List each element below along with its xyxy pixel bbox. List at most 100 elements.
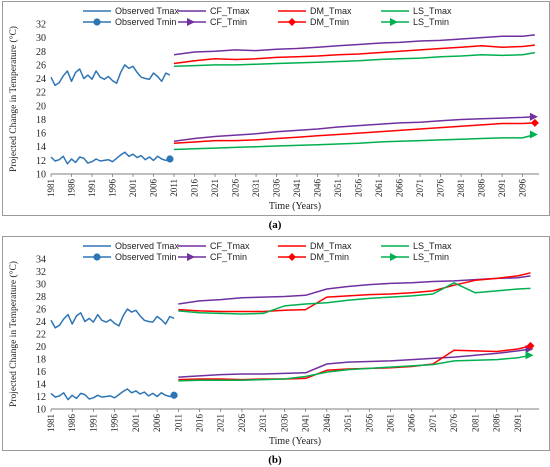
charta-ytick-label: 14 — [36, 142, 46, 153]
charta-xtick-label: 2066 — [395, 179, 405, 198]
charta-legend-label-dm-tmax: DM_Tmax — [310, 6, 352, 16]
chartb-ytick-label: 28 — [36, 292, 46, 303]
chartb-ytick-label: 34 — [36, 255, 46, 266]
chartb-legend-item-cf-tmax: CF_Tmax — [178, 241, 250, 251]
chartb-legend-marker-dm-tmin — [288, 253, 296, 261]
charta-series-observed-tmax — [50, 64, 171, 87]
charta-ytick-label: 20 — [36, 101, 46, 112]
charta-xtick-label: 2031 — [251, 179, 261, 197]
charta-xtick-label: 2061 — [374, 179, 384, 197]
charta-xtick-label: 2036 — [272, 179, 282, 198]
chartb-legend-label-observed-tmin: Observed Tmin — [115, 252, 176, 262]
charta-xtick-label: 1981 — [46, 179, 56, 197]
charta-point-observed-tmin — [166, 155, 174, 163]
charta-xtick-label: 2091 — [497, 179, 507, 197]
chartb-series-ls-tmax — [178, 282, 531, 315]
charta-ytick-label: 32 — [36, 20, 46, 31]
chartb-legend-label-ls-tmax: LS_Tmax — [413, 241, 452, 251]
chartb-point-observed-tmin — [170, 391, 178, 399]
charta-ytick-label: 24 — [36, 74, 46, 85]
charta-y-axis-title: Projected Change in Temperature (°C) — [8, 26, 19, 172]
charta-series-dm-tmin — [173, 122, 535, 145]
chartb-xtick-label: 1986 — [67, 414, 77, 433]
charta-legend-item-ls-tmax: LS_Tmax — [381, 6, 452, 16]
charta-xtick-label: 1996 — [108, 179, 118, 198]
charta-ytick-label: 22 — [36, 88, 46, 99]
chartb-xtick-label: 2091 — [513, 414, 523, 432]
charta-series-dm-tmax — [173, 44, 535, 65]
charta-legend-marker-ls-tmin — [390, 18, 398, 26]
chart-panel-b: 10 12 14 16 18 20 22 24 26 28 30 32 34 1981 1986 1991 19… — [2, 236, 550, 451]
chartb-y-axis-title: Projected Change in Temperature (°C) — [8, 261, 19, 407]
chartb-xtick-label: 2061 — [385, 414, 395, 432]
charta-point-dm-tmin — [530, 118, 539, 127]
chartb-legend-item-ls-tmax: LS_Tmax — [381, 241, 452, 251]
chartb-ytick-label: 20 — [36, 342, 46, 353]
chartb-xtick-label: 2016 — [195, 414, 205, 433]
chartb-ytick-label: 16 — [36, 367, 46, 378]
charta-legend-item-observed-tmin: Observed Tmin — [83, 17, 176, 27]
chartb-xtick-label: 2001 — [131, 414, 141, 432]
charta-series-ls-tmin — [173, 133, 536, 151]
charta-point-cf-tmin — [529, 112, 538, 121]
chartb-xtick-label: 1991 — [88, 414, 98, 432]
chartb-series-cf-tmin — [178, 348, 531, 378]
charta-xtick-label: 2026 — [231, 179, 241, 198]
chartb-ytick-label: 14 — [36, 380, 46, 391]
charta-legend-item-cf-tmin: CF_Tmin — [178, 17, 247, 27]
chartb-xtick-label: 2041 — [301, 414, 311, 432]
chartb-legend-label-ls-tmin: LS_Tmin — [413, 252, 449, 262]
chartb-point-dm-tmin — [526, 341, 535, 350]
chartb-ytick-label: 26 — [36, 305, 46, 316]
chartb-xtick-label: 2021 — [216, 414, 226, 432]
chartb-legend-item-observed-tmin: Observed Tmin — [83, 252, 176, 262]
chartb-xtick-label: 1996 — [110, 414, 120, 433]
chartb-legend-item-observed-tmax: Observed Tmax — [83, 241, 179, 251]
chartb-xtick-label: 2011 — [173, 414, 183, 432]
charta-legend-label-observed-tmax: Observed Tmax — [115, 6, 179, 16]
chartb-xtick-label: 2086 — [492, 414, 502, 433]
chartb-legend-label-cf-tmax: CF_Tmax — [210, 241, 250, 251]
charta-xtick-label: 2021 — [210, 179, 220, 197]
charta-xtick-label: 2096 — [518, 179, 528, 198]
chartb-legend-label-dm-tmin: DM_Tmin — [310, 252, 349, 262]
charta-legend-item-ls-tmin: LS_Tmin — [381, 17, 449, 27]
charta-legend-label-observed-tmin: Observed Tmin — [115, 17, 176, 27]
charta-ytick-label: 12 — [36, 156, 46, 167]
chartb-xtick-label: 2036 — [279, 414, 289, 433]
charta-xtick-label: 2046 — [313, 179, 323, 198]
panel-b-caption: (b) — [268, 454, 282, 466]
chartb-series-ls-tmin — [178, 354, 531, 382]
charta-ytick-label: 16 — [36, 129, 46, 140]
chartb-legend-item-dm-tmin: DM_Tmin — [278, 252, 349, 262]
charta-ytick-label: 28 — [36, 47, 46, 58]
charta-legend-label-ls-tmax: LS_Tmax — [413, 6, 452, 16]
charta-legend-label-cf-tmax: CF_Tmax — [210, 6, 250, 16]
chartb-point-ls-tmin — [525, 351, 534, 360]
charta-xtick-label: 2011 — [169, 179, 179, 197]
chart-panel-a: 10 12 14 16 18 20 22 24 26 28 30 32 1981 1986 1991 1996… — [2, 1, 550, 216]
chartb-legend-item-ls-tmin: LS_Tmin — [381, 252, 449, 262]
charta-series-cf-tmin — [173, 115, 535, 143]
charta-series-cf-tmax — [173, 34, 535, 56]
charta-point-ls-tmin — [529, 130, 538, 139]
charta-xtick-label: 2051 — [333, 179, 343, 197]
charta-xtick-label: 2006 — [149, 179, 159, 198]
charta-legend-marker-dm-tmin — [288, 18, 296, 26]
chartb-ytick-label: 32 — [36, 267, 46, 278]
charta-legend-item-cf-tmax: CF_Tmax — [178, 6, 250, 16]
charta-xtick-label: 2081 — [456, 179, 466, 197]
chartb-xtick-label: 2076 — [449, 414, 459, 433]
charta-xtick-label: 2041 — [292, 179, 302, 197]
chartb-series-observed-tmax — [50, 308, 175, 329]
chartb-legend-label-observed-tmax: Observed Tmax — [115, 241, 179, 251]
chartb-xtick-label: 2081 — [470, 414, 480, 432]
chartb-ytick-label: 12 — [36, 392, 46, 403]
charta-legend-label-dm-tmin: DM_Tmin — [310, 17, 349, 27]
chartb-ytick-label: 30 — [36, 280, 46, 291]
charta-ytick-label: 18 — [36, 115, 46, 126]
charta-legend-item-observed-tmax: Observed Tmax — [83, 6, 179, 16]
charta-ytick-label: 30 — [36, 33, 46, 44]
chartb-legend-item-cf-tmin: CF_Tmin — [178, 252, 247, 262]
chartb-xtick-label: 2071 — [428, 414, 438, 432]
